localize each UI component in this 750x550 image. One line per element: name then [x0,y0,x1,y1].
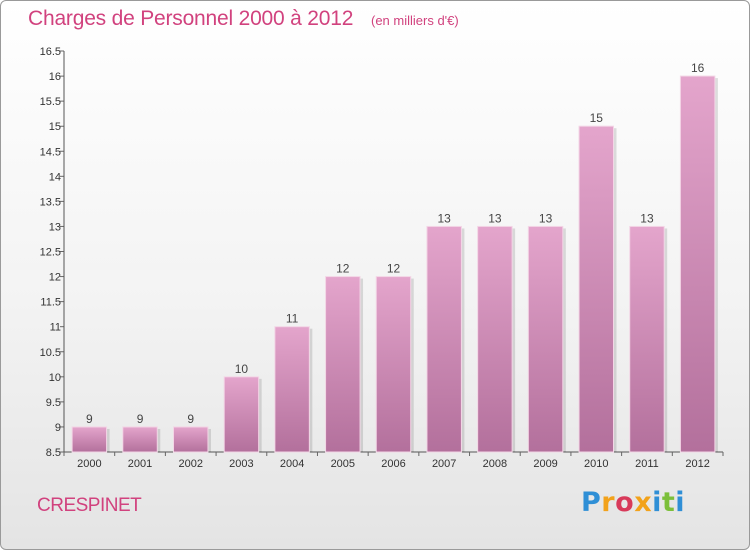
logo-letter: i [652,487,662,518]
y-tick-label: 10 [49,372,61,384]
bar-value-label: 16 [691,61,705,75]
y-tick-label: 13 [49,221,61,233]
x-tick-label: 2005 [331,458,355,470]
bar [274,326,310,453]
x-tick-label: 2003 [229,458,253,470]
bar-value-label: 13 [438,211,452,225]
x-tick-label: 2008 [483,458,507,470]
bar-value-label: 15 [590,111,604,125]
bar-value-label: 9 [137,412,144,426]
bar-value-label: 9 [86,412,93,426]
bar-value-label: 12 [336,262,350,276]
x-tick-label: 2009 [533,458,557,470]
y-tick-label: 9.5 [46,397,61,409]
logo-letter: t [661,487,676,518]
x-tick-label: 2000 [77,458,101,470]
x-tick-label: 2007 [432,458,456,470]
x-tick-label: 2012 [685,458,709,470]
y-tick-label: 11.5 [40,297,61,309]
x-tick-label: 2002 [178,458,202,470]
bar-value-label: 13 [640,211,654,225]
bar-value-label: 13 [539,211,553,225]
y-tick-label: 13.5 [40,196,61,208]
bar [172,426,209,453]
y-tick-label: 14 [49,171,61,183]
y-tick-label: 11 [50,322,61,334]
y-tick-label: 15.5 [40,96,61,108]
commune-name: CRESPINET [37,495,142,516]
chart-title: Charges de Personnel 2000 à 2012 [28,7,354,30]
bar-value-label: 9 [187,412,194,426]
bar [477,225,513,453]
x-tick-label: 2010 [584,458,608,470]
y-tick-label: 10.5 [40,347,61,359]
bar [325,276,361,453]
bar-value-label: 13 [488,211,502,225]
bar-value-label: 10 [235,362,249,376]
y-tick-label: 12 [49,272,61,284]
logo-letter: i [675,487,686,518]
bar [527,225,564,453]
bar [375,276,412,453]
y-tick-label: 16 [49,71,61,83]
bar [426,225,462,453]
bar [679,75,716,453]
bar [578,125,615,453]
chart-subtitle: (en milliers d'€) [371,13,459,28]
y-tick-label: 9 [55,422,61,434]
y-tick-label: 8.5 [46,447,61,459]
y-tick-label: 16.5 [40,46,61,58]
x-tick-label: 2006 [381,458,405,470]
x-tick-label: 2011 [635,458,659,470]
bar [122,426,158,453]
bar [71,426,108,453]
bar-value-label: 11 [286,312,299,326]
bar [223,376,260,453]
logo-letter: o [615,487,635,518]
logo-letter: P [581,487,602,518]
y-tick-label: 12.5 [40,247,61,259]
bar-value-label: 12 [387,262,401,276]
y-tick-label: 14.5 [40,146,61,158]
x-tick-label: 2001 [128,458,152,470]
proxiti-logo[interactable]: Proxiti [581,487,685,518]
logo-letter: x [634,487,653,518]
bar [629,225,665,453]
logo-letter: r [601,487,616,518]
y-tick-label: 15 [49,121,61,133]
x-tick-label: 2004 [280,458,304,470]
